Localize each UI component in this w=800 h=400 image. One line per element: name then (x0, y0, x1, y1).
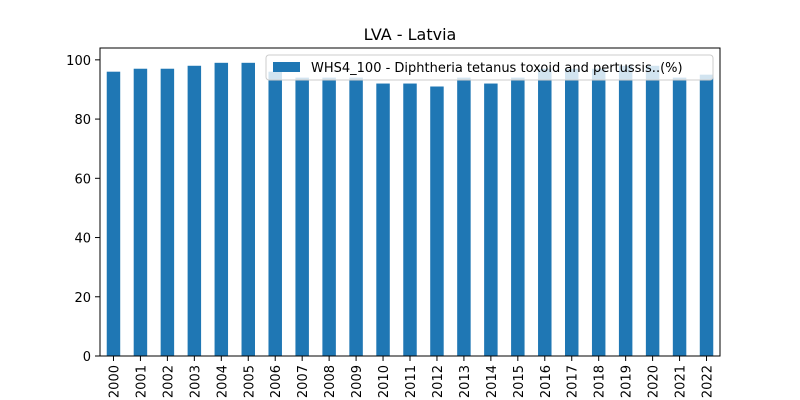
x-tick-label: 2010 (377, 365, 392, 398)
chart-title: LVA - Latvia (364, 25, 457, 44)
bar-2013 (457, 77, 471, 356)
x-tick-label: 2012 (431, 365, 446, 398)
x-axis: 2000 2001 2002 2003 2004 2005 2006 2007 2008 2009… (107, 356, 716, 398)
bars-group (106, 62, 714, 357)
bar-2022 (699, 74, 714, 357)
x-tick-label: 2018 (593, 365, 608, 398)
x-tick-label: 2020 (647, 365, 662, 398)
y-tick-label: 100 (66, 54, 91, 69)
bar-2005 (241, 62, 255, 357)
x-tick-label: 2011 (404, 365, 419, 398)
bar-2018 (591, 68, 606, 356)
bar-2014 (484, 83, 498, 357)
x-tick-label: 2008 (323, 365, 338, 398)
x-tick-label: 2013 (458, 365, 473, 398)
bar-2015 (511, 77, 525, 356)
legend: WHS4_100 - Diphtheria tetanus toxoid and… (265, 54, 714, 81)
x-tick-label: 2002 (161, 365, 176, 398)
bar-2004 (214, 62, 229, 357)
bar-2021 (672, 77, 687, 356)
x-tick-label: 2000 (107, 365, 122, 398)
legend-swatch (273, 62, 300, 72)
x-tick-label: 2022 (701, 365, 716, 398)
bar-2020 (645, 65, 660, 357)
legend-box (265, 54, 714, 81)
bar-2011 (403, 83, 417, 357)
x-tick-label: 2016 (539, 365, 554, 398)
bar-2012 (430, 86, 444, 356)
y-axis: 0 20 40 60 80 100 (66, 54, 100, 365)
y-tick-label: 80 (74, 113, 91, 128)
bar-2010 (376, 83, 390, 357)
legend-label: WHS4_100 - Diphtheria tetanus toxoid and… (311, 61, 683, 76)
bar-2006 (268, 71, 282, 356)
x-tick-label: 2005 (242, 365, 257, 398)
y-tick-label: 20 (74, 291, 91, 306)
bar-2000 (106, 71, 121, 356)
y-tick-label: 0 (83, 350, 91, 365)
x-tick-label: 2017 (566, 365, 581, 398)
bar-2003 (187, 65, 202, 357)
x-tick-label: 2001 (134, 365, 149, 398)
bar-2002 (160, 68, 175, 356)
x-tick-label: 2014 (485, 365, 500, 398)
bar-2016 (538, 68, 552, 356)
plot-frame (99, 47, 721, 357)
x-tick-label: 2007 (296, 365, 311, 398)
y-tick-label: 40 (74, 232, 91, 247)
bar-2008 (322, 77, 336, 356)
x-tick-label: 2006 (269, 365, 284, 398)
bar-2017 (565, 68, 579, 356)
x-tick-label: 2009 (350, 365, 365, 398)
bar-2019 (618, 65, 633, 357)
x-tick-label: 2021 (674, 365, 689, 398)
y-tick-label: 60 (74, 172, 91, 187)
x-tick-label: 2004 (215, 365, 230, 398)
bar-2007 (295, 77, 309, 356)
bar-2009 (349, 77, 363, 356)
bar-2001 (133, 68, 148, 356)
x-tick-label: 2015 (512, 365, 527, 398)
x-tick-label: 2003 (188, 365, 203, 398)
x-tick-label: 2019 (620, 365, 635, 398)
